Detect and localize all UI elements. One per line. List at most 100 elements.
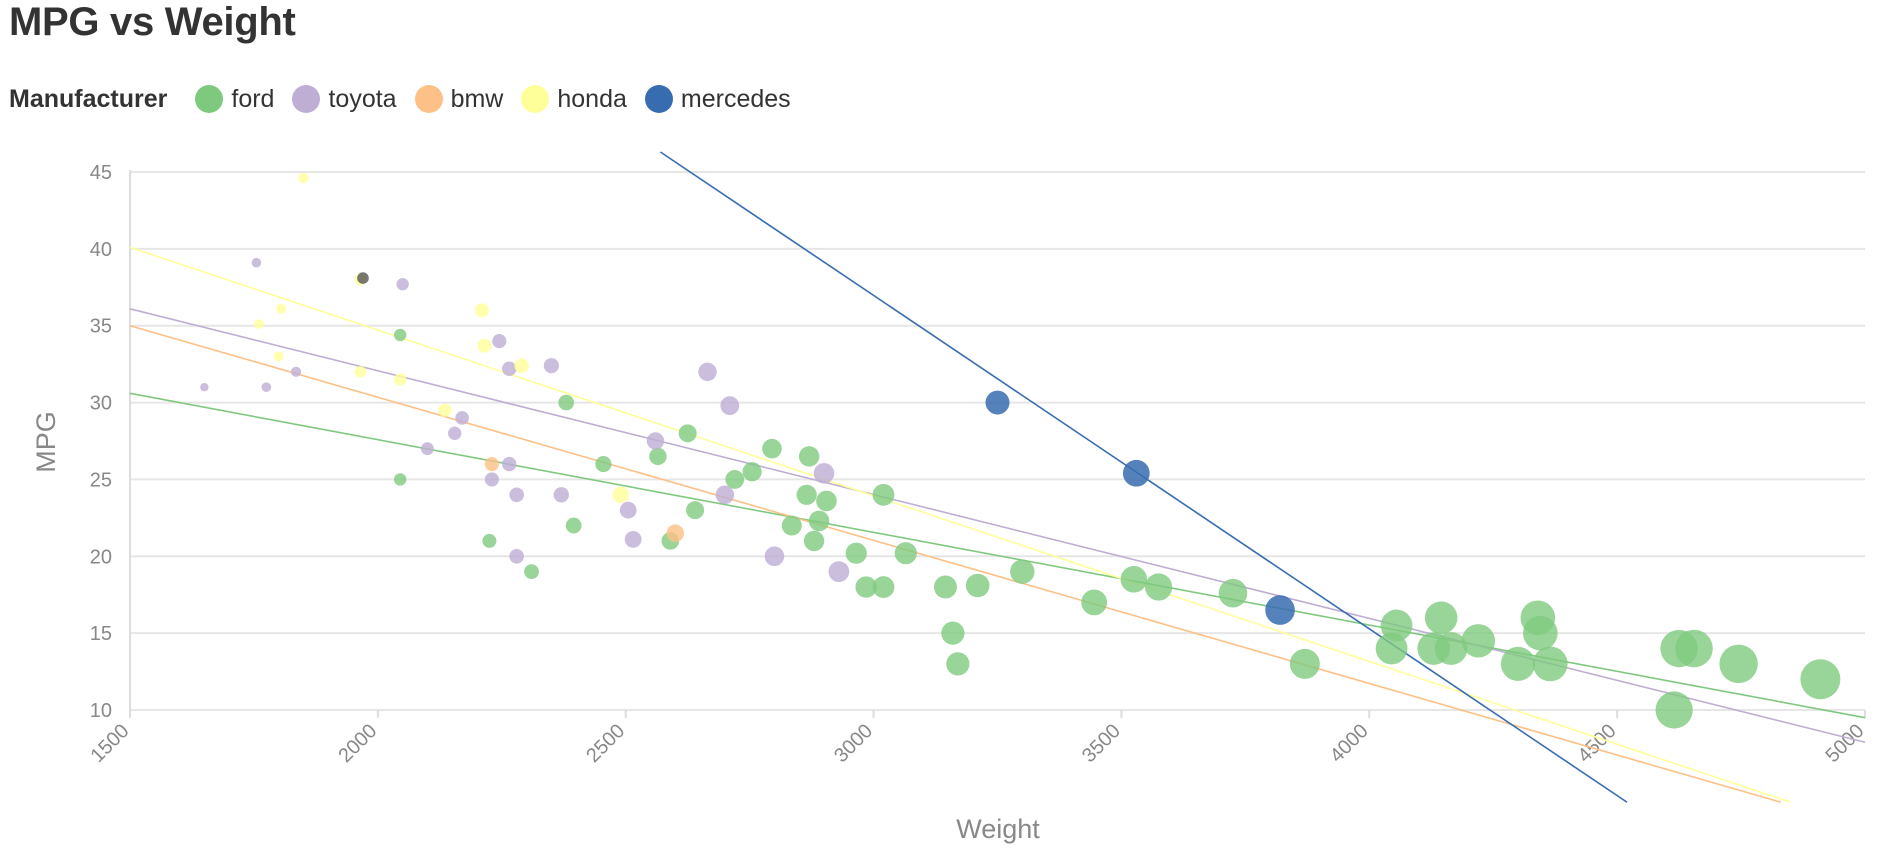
data-point-ford[interactable] (762, 438, 782, 459)
legend-item-mercedes[interactable]: mercedes (644, 85, 791, 114)
data-point-toyota[interactable] (492, 333, 507, 349)
data-point-toyota[interactable] (619, 501, 637, 519)
data-point-ford[interactable] (803, 530, 825, 552)
data-point-honda[interactable] (254, 319, 264, 329)
legend-swatch-toyota (292, 85, 321, 113)
data-point-toyota[interactable] (720, 396, 740, 416)
data-point-ford[interactable] (845, 542, 867, 564)
data-point-ford[interactable] (393, 473, 407, 486)
data-point-ford[interactable] (742, 462, 762, 482)
data-point-ford[interactable] (816, 490, 837, 512)
x-tick-label: 2000 (334, 720, 381, 767)
data-point-honda[interactable] (354, 366, 367, 378)
data-point-ford[interactable] (1532, 646, 1568, 682)
legend-item-toyota[interactable]: toyota (292, 84, 397, 114)
data-point-mercedes[interactable] (1122, 459, 1150, 487)
data-point-ford[interactable] (965, 573, 990, 598)
trend-line-ford (129, 392, 1866, 719)
data-point-mercedes[interactable] (1265, 595, 1295, 625)
data-point-toyota[interactable] (502, 361, 517, 376)
data-point-ford[interactable] (595, 455, 612, 473)
data-point-ford[interactable] (725, 470, 745, 489)
data-point-toyota[interactable] (290, 366, 302, 377)
data-point-ford[interactable] (1719, 644, 1758, 684)
data-point-toyota[interactable] (509, 487, 524, 503)
data-point-ford[interactable] (1145, 573, 1173, 601)
data-point-toyota[interactable] (251, 257, 262, 268)
data-point-toyota[interactable] (813, 462, 835, 484)
data-point-honda[interactable] (273, 351, 284, 362)
data-point-toyota[interactable] (261, 382, 272, 393)
data-point-toyota[interactable] (455, 411, 469, 425)
data-point-ford[interactable] (1675, 629, 1713, 668)
data-point-ford[interactable] (482, 533, 497, 548)
legend-item-honda[interactable]: honda (521, 85, 627, 114)
data-point-ford[interactable] (855, 576, 877, 598)
data-point-toyota[interactable] (543, 358, 559, 374)
data-point-honda[interactable] (276, 303, 287, 314)
data-point-ford[interactable] (872, 576, 895, 598)
data-point-honda[interactable] (438, 403, 452, 417)
data-point-bmw[interactable] (484, 456, 499, 472)
data-point-ford[interactable] (1218, 578, 1248, 608)
data-point-ford[interactable] (1289, 648, 1320, 679)
data-point-ford[interactable] (872, 483, 895, 506)
data-point-toyota[interactable] (509, 548, 524, 564)
data-point-ford[interactable] (524, 564, 539, 580)
data-point-ford[interactable] (1120, 566, 1148, 593)
legend-label-bmw: bmw (450, 84, 504, 113)
data-point-ford[interactable] (808, 510, 830, 532)
data-point-mercedes[interactable] (985, 390, 1010, 415)
data-point-honda[interactable] (612, 486, 630, 504)
legend-label-toyota: toyota (328, 84, 397, 113)
data-point-other[interactable] (357, 272, 369, 284)
data-point-ford[interactable] (894, 542, 917, 565)
data-point-ford[interactable] (946, 652, 970, 676)
data-point-ford[interactable] (649, 447, 667, 466)
data-point-ford[interactable] (1434, 632, 1468, 665)
data-point-ford[interactable] (1655, 691, 1693, 729)
data-point-ford[interactable] (781, 515, 802, 536)
data-point-honda[interactable] (474, 303, 489, 318)
data-point-ford[interactable] (1800, 659, 1841, 700)
legend-swatch-ford (195, 85, 224, 113)
data-point-ford[interactable] (1500, 646, 1536, 681)
legend-item-bmw[interactable]: bmw (414, 84, 504, 114)
data-point-toyota[interactable] (698, 362, 717, 382)
y-tick-label: 35 (90, 316, 112, 338)
legend-item-ford[interactable]: ford (195, 85, 274, 114)
data-point-ford[interactable] (1523, 615, 1558, 651)
data-point-ford[interactable] (1461, 624, 1496, 658)
data-point-ford[interactable] (798, 446, 820, 467)
data-point-honda[interactable] (298, 172, 309, 184)
data-point-ford[interactable] (941, 621, 965, 645)
data-point-ford[interactable] (565, 517, 582, 534)
data-point-toyota[interactable] (553, 487, 569, 503)
data-point-ford[interactable] (678, 424, 697, 443)
data-point-toyota[interactable] (624, 530, 642, 548)
data-point-ford[interactable] (686, 501, 705, 520)
data-point-toyota[interactable] (646, 432, 665, 450)
data-point-toyota[interactable] (484, 472, 499, 487)
data-point-honda[interactable] (393, 373, 407, 386)
data-point-toyota[interactable] (447, 426, 462, 441)
data-point-honda[interactable] (514, 358, 529, 373)
data-point-ford[interactable] (933, 575, 957, 599)
data-point-ford[interactable] (796, 484, 817, 505)
grid-lines (130, 171, 1865, 711)
data-point-ford[interactable] (558, 394, 575, 411)
data-point-honda[interactable] (477, 338, 492, 353)
data-point-toyota[interactable] (764, 546, 785, 567)
data-point-ford[interactable] (1010, 559, 1035, 584)
data-point-toyota[interactable] (715, 485, 735, 505)
data-point-ford[interactable] (1424, 601, 1458, 635)
data-point-toyota[interactable] (502, 456, 517, 472)
data-point-ford[interactable] (1380, 609, 1413, 642)
data-point-bmw[interactable] (666, 524, 685, 543)
data-point-toyota[interactable] (828, 561, 850, 583)
data-point-toyota[interactable] (396, 278, 409, 291)
data-point-ford[interactable] (393, 328, 407, 342)
data-point-toyota[interactable] (421, 442, 434, 456)
data-point-ford[interactable] (1081, 589, 1108, 616)
data-point-toyota[interactable] (200, 383, 209, 392)
